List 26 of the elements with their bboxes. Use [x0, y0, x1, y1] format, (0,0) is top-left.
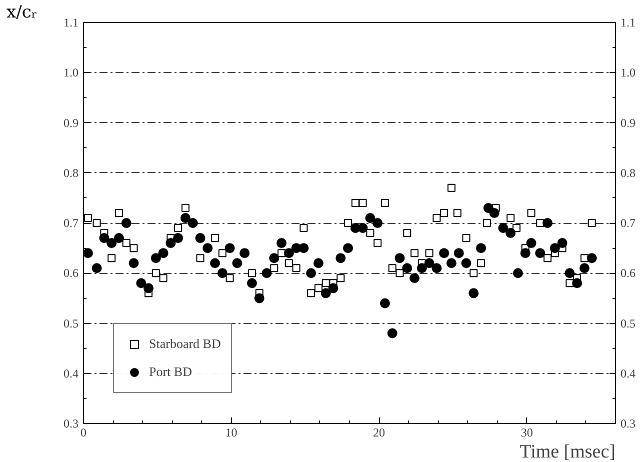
y-tick-label: 0.8 — [64, 166, 78, 180]
x-tick-label: 10 — [225, 426, 238, 440]
y2-tick-label: 1.0 — [620, 66, 636, 80]
y2-tick-label: 0.9 — [620, 116, 636, 130]
y2-tick-label: 0.8 — [620, 166, 636, 180]
y2-tick-label: 0.3 — [620, 416, 636, 430]
y-axis-title: x/cᵣ — [6, 2, 38, 22]
y-tick-label: 1.0 — [64, 66, 78, 80]
y2-tick-label: 0.6 — [620, 266, 636, 280]
x-tick-label: 30 — [520, 426, 533, 440]
y-tick-label: 0.6 — [64, 266, 78, 280]
y-tick-label: 0.3 — [64, 416, 78, 430]
y-tick-label: 0.9 — [64, 116, 78, 130]
y2-tick-label: 1.1 — [620, 16, 636, 30]
x-tick-label: 20 — [373, 426, 386, 440]
y-tick-label: 1.1 — [64, 16, 78, 30]
y2-tick-label: 0.5 — [620, 316, 636, 330]
y2-tick-label: 0.4 — [620, 366, 636, 380]
legend-label: Starboard BD — [149, 336, 221, 352]
x-tick-label: 0 — [80, 426, 86, 440]
y-tick-label: 0.5 — [64, 316, 78, 330]
x-axis-title: Time [msec] — [520, 442, 616, 462]
y-tick-label: 0.4 — [64, 366, 78, 380]
y-tick-label: 0.7 — [64, 216, 78, 230]
y2-tick-label: 0.7 — [620, 216, 636, 230]
legend-label: Port BD — [149, 364, 192, 380]
